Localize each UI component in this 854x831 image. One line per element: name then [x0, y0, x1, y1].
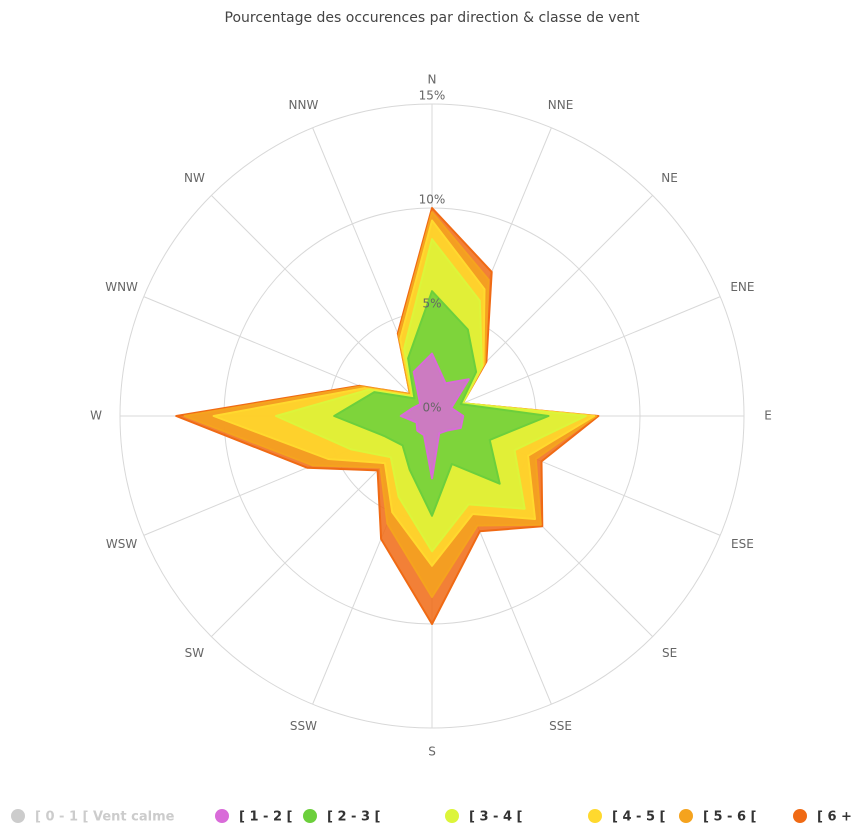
- wind-area: [399, 352, 470, 480]
- legend-label: [ 6 +: [817, 810, 852, 825]
- legend-label: [ 5 - 6 [: [703, 810, 757, 825]
- legend-marker: [303, 809, 317, 823]
- legend-marker: [679, 809, 693, 823]
- direction-label: WNW: [105, 280, 138, 294]
- legend-marker: [793, 809, 807, 823]
- direction-label: E: [764, 409, 772, 423]
- legend-label: [ 0 - 1 [ Vent calme: [35, 810, 175, 825]
- y-tick-label: 5%: [422, 297, 441, 311]
- y-tick-label: 15%: [419, 89, 446, 103]
- direction-label: SSE: [549, 719, 572, 733]
- direction-label: N: [428, 73, 437, 87]
- legend-label: [ 4 - 5 [: [612, 810, 666, 825]
- direction-label: S: [428, 745, 436, 759]
- direction-label: WSW: [106, 537, 137, 551]
- direction-label: NNW: [289, 98, 319, 112]
- y-tick-label: 0%: [422, 401, 441, 415]
- direction-label: ESE: [731, 537, 754, 551]
- direction-label: NW: [184, 171, 205, 185]
- legend-marker: [588, 809, 602, 823]
- legend-label: [ 3 - 4 [: [469, 810, 523, 825]
- direction-label: SE: [662, 646, 677, 660]
- direction-label: NNE: [548, 98, 574, 112]
- legend-marker: [445, 809, 459, 823]
- legend-label: [ 2 - 3 [: [327, 810, 381, 825]
- legend-marker: [11, 809, 25, 823]
- direction-label: SW: [185, 646, 205, 660]
- legend-marker: [215, 809, 229, 823]
- legend-label: [ 1 - 2 [: [239, 810, 293, 825]
- direction-label: ENE: [730, 280, 754, 294]
- direction-label: W: [90, 409, 102, 423]
- chart-title: Pourcentage des occurences par direction…: [225, 10, 640, 26]
- y-tick-label: 10%: [419, 193, 446, 207]
- spoke: [211, 195, 433, 417]
- spoke: [431, 296, 721, 417]
- direction-label: NE: [661, 171, 678, 185]
- series-layer: [175, 207, 600, 625]
- direction-label: SSW: [290, 719, 317, 733]
